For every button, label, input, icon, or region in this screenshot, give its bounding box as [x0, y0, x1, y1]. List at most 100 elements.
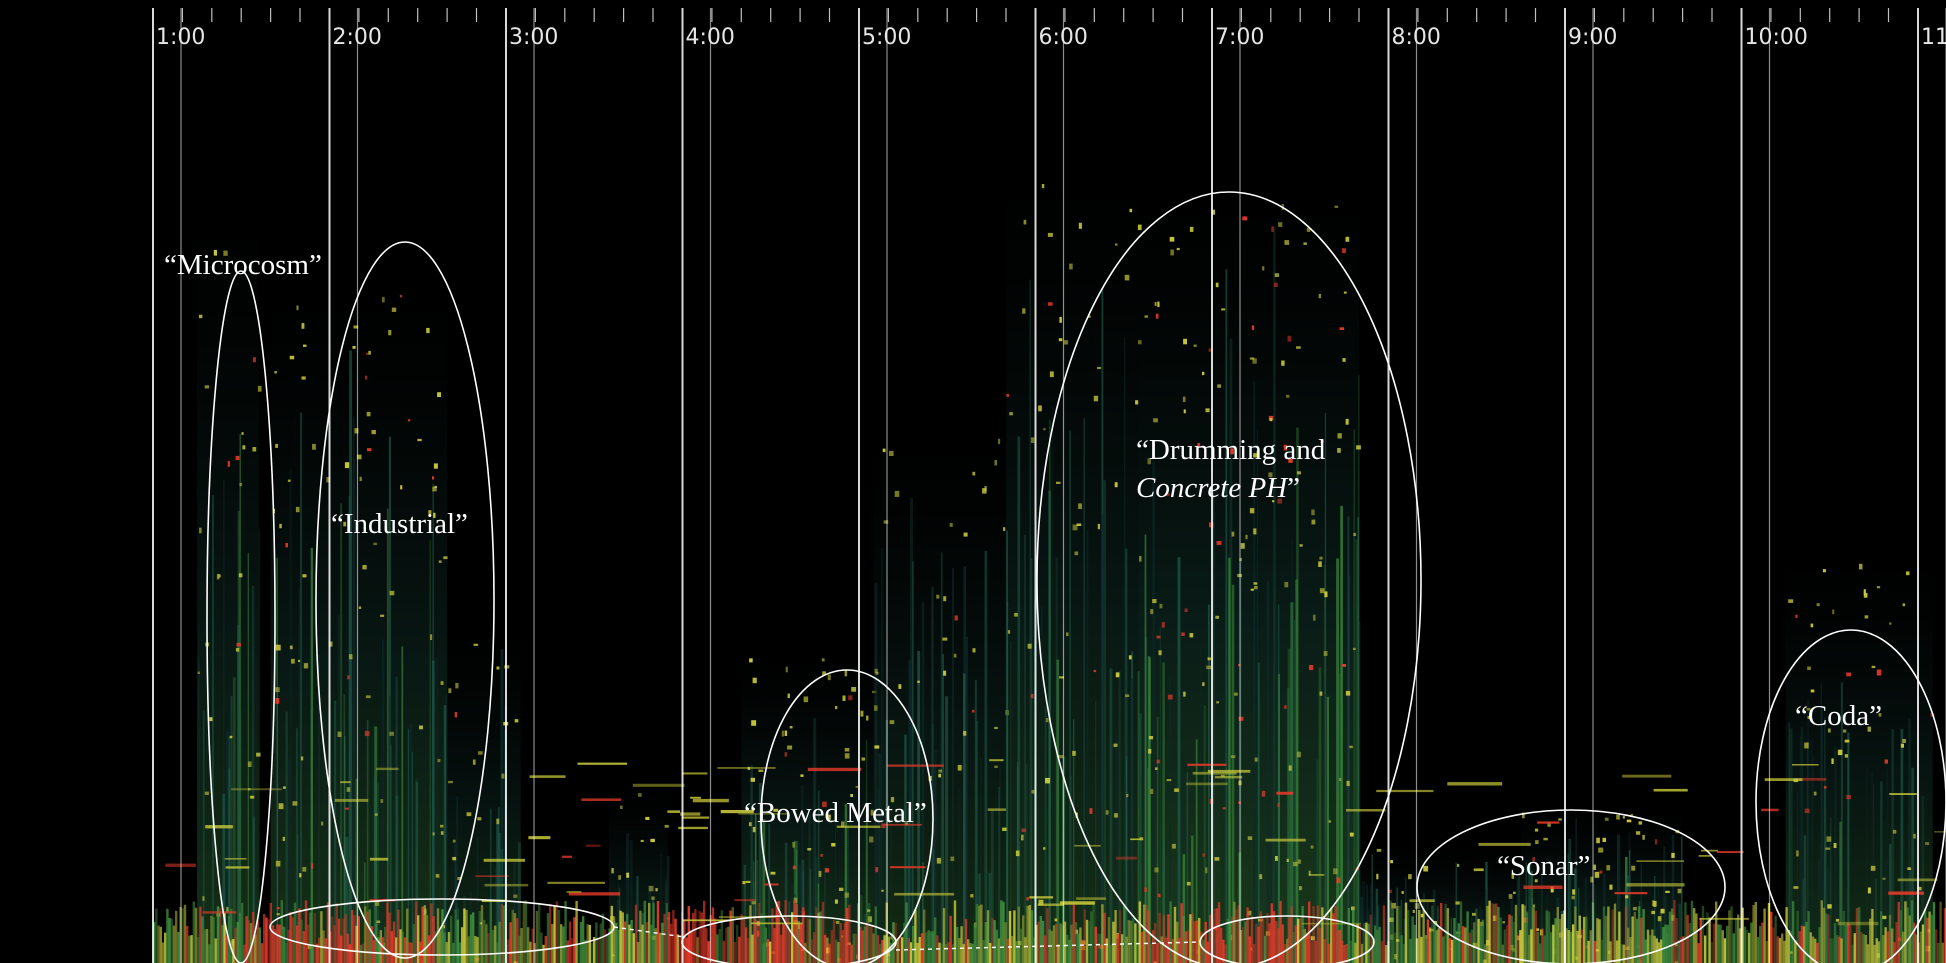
bottom-band-cell: [1877, 941, 1881, 963]
bottom-band-cell: [1134, 923, 1137, 963]
bottom-band-cell: [384, 926, 387, 963]
harmonic-line: [376, 767, 399, 771]
bottom-band-cell: [854, 933, 858, 963]
energy-streak: [808, 814, 811, 963]
energy-spot: [1293, 861, 1298, 867]
energy-spot: [1651, 910, 1655, 915]
energy-spot: [419, 725, 423, 730]
energy-streak: [258, 529, 261, 963]
bottom-band-cell: [639, 910, 642, 963]
energy-spot: [1349, 745, 1353, 749]
energy-streak: [1025, 763, 1028, 963]
harmonic-line: [1473, 868, 1484, 872]
bottom-band-cell: [1081, 939, 1084, 963]
energy-spot: [1299, 886, 1302, 891]
bottom-band-cell: [351, 909, 354, 963]
bottom-band-cell: [298, 908, 301, 963]
energy-spot: [745, 880, 751, 883]
energy-streak: [337, 615, 340, 963]
bottom-band-cell: [1358, 924, 1361, 963]
bottom-band-cell: [918, 937, 921, 963]
bottom-band-cell: [1213, 908, 1216, 963]
energy-streak: [1823, 785, 1827, 963]
harmonic-line: [1308, 874, 1325, 876]
energy-spot: [250, 795, 255, 799]
energy-streak: [1485, 889, 1487, 963]
energy-spot: [1254, 757, 1258, 762]
bottom-band-cell: [379, 930, 382, 963]
bottom-band-cell: [956, 926, 959, 963]
energy-spot: [1867, 726, 1871, 732]
bottom-band-cell: [1052, 925, 1056, 963]
energy-spot: [1642, 834, 1645, 840]
energy-streak: [275, 681, 277, 963]
energy-spot: [1154, 302, 1157, 306]
bottom-band-cell: [309, 912, 312, 963]
bottom-band-cell: [991, 917, 994, 963]
bottom-band-cell: [1816, 942, 1819, 963]
bottom-band-cell: [1517, 934, 1520, 963]
energy-streak: [1130, 678, 1134, 963]
bottom-band-cell: [1215, 908, 1218, 963]
harmonic-line: [581, 798, 622, 801]
energy-spot: [1513, 891, 1516, 894]
bottom-band-cell: [192, 901, 195, 963]
energy-spot: [1231, 531, 1235, 537]
energy-spot: [1045, 718, 1049, 723]
energy-spot: [1215, 615, 1219, 619]
bottom-band-cell: [1259, 911, 1262, 963]
energy-streak: [865, 804, 868, 963]
energy-spot: [496, 666, 500, 670]
bottom-band-cell: [478, 911, 481, 963]
annotation-ellipse-industrial: [315, 241, 495, 959]
bottom-band-cell: [1880, 911, 1883, 963]
bottom-band-cell: [1468, 932, 1471, 963]
energy-spot: [1115, 243, 1118, 246]
harmonic-line: [1376, 789, 1434, 793]
harmonic-line: [894, 892, 955, 896]
bottom-band-cell: [597, 937, 600, 963]
annotation-label-bowed-metal: “Bowed Metal”: [744, 797, 927, 829]
energy-streak: [445, 693, 448, 963]
bottom-band-cell: [172, 925, 176, 963]
bottom-band-cell: [663, 913, 666, 963]
energy-spot: [1296, 751, 1301, 758]
bottom-band-cell: [1074, 922, 1078, 963]
bottom-band-cell: [634, 904, 638, 963]
energy-spot: [1625, 895, 1629, 899]
bottom-band-cell: [1873, 944, 1876, 963]
energy-spot: [326, 477, 331, 483]
harmonic-line: [632, 783, 685, 787]
bottom-band-cell: [362, 943, 365, 963]
energy-spot: [943, 596, 947, 602]
bottom-band-cell: [674, 918, 677, 963]
energy-streak: [1886, 768, 1889, 963]
bottom-band-cell: [522, 901, 525, 963]
bottom-band-cell: [170, 918, 173, 963]
bottom-band-cell: [947, 942, 950, 963]
energy-spot: [1283, 705, 1287, 709]
bottom-band-cell: [1429, 927, 1432, 963]
bottom-band-connector: [895, 941, 1201, 951]
bottom-band-cell: [1268, 923, 1271, 963]
bottom-band-cell: [755, 920, 759, 963]
energy-spot: [1328, 820, 1331, 823]
energy-spot: [1457, 863, 1460, 867]
bottom-band-cell: [830, 930, 833, 963]
energy-spot: [758, 769, 764, 772]
bottom-band-cell: [1521, 904, 1524, 963]
annotation-label-microcosm: “Microcosm”: [164, 249, 322, 281]
bottom-band-cell: [1679, 937, 1683, 963]
energy-spot: [301, 376, 306, 380]
bottom-band-cell: [566, 940, 569, 963]
bottom-band-cell: [230, 909, 233, 963]
energy-streak: [500, 649, 504, 963]
energy-spot: [1093, 669, 1097, 673]
energy-spot: [1286, 858, 1289, 862]
energy-spot: [1249, 357, 1255, 360]
energy-streak: [1326, 696, 1329, 963]
harmonic-line: [205, 825, 233, 829]
energy-streak: [1083, 593, 1086, 963]
harmonic-line: [1717, 851, 1744, 853]
energy-streak: [1673, 912, 1675, 963]
